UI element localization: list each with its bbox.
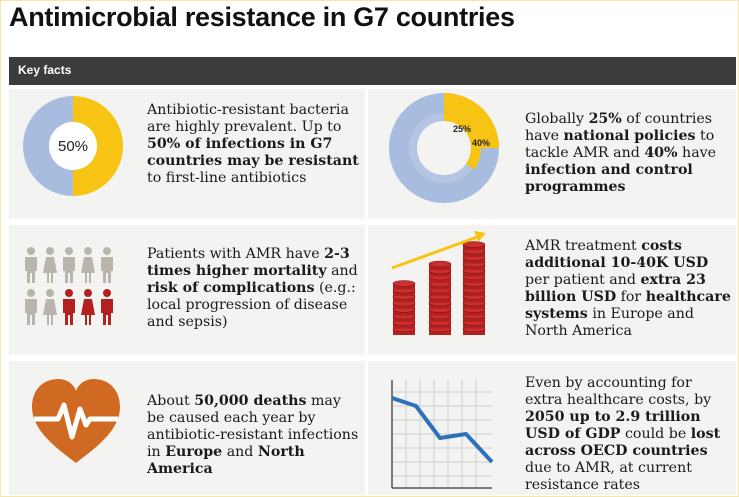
fact-text-part: for: [616, 289, 646, 305]
fact-highlight: 25%: [588, 111, 622, 127]
fact-highlight: infection and control programmes: [525, 162, 693, 195]
fact-text-part: Even by accounting for extra healthcare …: [525, 375, 712, 408]
heart-pulse-icon: [32, 379, 120, 463]
people-icon: [25, 247, 113, 325]
fact-text-part: AMR treatment: [525, 238, 642, 254]
person-figure: [81, 289, 95, 325]
fact-highlight: healthcare systems: [525, 289, 731, 322]
double-donut-icon: 25% 40%: [389, 93, 499, 203]
programmes-percent-label: 40%: [472, 138, 490, 148]
person-figure: [43, 289, 57, 325]
people-group: [25, 247, 113, 325]
fact-text-part: may be caused each year by antibiotic-re…: [147, 393, 359, 460]
fact-text-part: could be: [620, 426, 691, 442]
fact-text-part: and: [222, 444, 258, 460]
fact-highlight: national policies: [563, 128, 696, 144]
fact-text-part: have: [677, 145, 717, 161]
fact-text-part: Antibiotic-resistant bacteria are highly…: [147, 102, 349, 135]
fact-text-part: Globally: [525, 111, 589, 127]
fact-highlight: costs additional 10-40K USD: [525, 238, 709, 271]
fact-text-costs: AMR treatment costs additional 10-40K US…: [525, 238, 733, 340]
person-figure: [101, 247, 113, 283]
coin-stacks: [392, 241, 486, 335]
fact-highlight: 2050 up to 2.9 trillion USD of GDP: [525, 409, 701, 442]
coin-top: [392, 280, 416, 287]
person-figure: [25, 289, 37, 325]
coin-top: [428, 260, 452, 268]
person-figure: [101, 289, 113, 325]
fact-highlight: Europe: [165, 444, 223, 460]
fact-text-part: in Europe and North America: [525, 306, 694, 339]
fact-text-part: Patients with AMR have: [147, 246, 325, 262]
fact-highlight: extra 23 billion USD: [525, 272, 706, 305]
fact-text-part: due to AMR, at current resistance rates: [525, 460, 692, 493]
coin-stacks-rising-icon: [391, 231, 486, 335]
fact-text-mortality: Patients with AMR have 2-3 times higher …: [147, 246, 359, 331]
fact-text-part: of countries have: [525, 111, 713, 144]
donut-label: 50%: [58, 138, 88, 155]
fact-highlight: 2-3 times higher mortality: [147, 246, 350, 279]
fact-highlight: risk of complications: [147, 280, 315, 296]
fact-card-gdp: [368, 361, 736, 495]
fact-text-part: and: [326, 263, 358, 279]
key-facts-bar: Key facts: [9, 57, 736, 85]
fact-text-part: About: [147, 393, 195, 409]
policies-percent-label: 25%: [453, 124, 471, 134]
person-figure: [81, 247, 95, 283]
person-figure: [25, 247, 37, 283]
key-facts-label: Key facts: [18, 63, 72, 77]
fact-text-prevalence: Antibiotic-resistant bacteria are highly…: [147, 102, 359, 187]
page-title: Antimicrobial resistance in G7 countries: [9, 2, 515, 32]
fact-highlight: lost across OECD countries: [525, 426, 721, 459]
fact-highlight: North America: [147, 444, 305, 477]
fact-text-part: (e.g.: local progression of disease and …: [147, 280, 356, 330]
fact-highlight: 50,000 deaths: [194, 393, 307, 409]
fact-text-part: to first-line antibiotics: [147, 170, 307, 186]
fact-text-part: per patient and: [525, 272, 641, 288]
donut-50-percent-icon: 50%: [23, 96, 123, 196]
fact-highlight: 40%: [644, 145, 678, 161]
person-figure: [63, 289, 75, 325]
fact-text-gdp: Even by accounting for extra healthcare …: [525, 375, 733, 494]
fact-highlight: 50% of infections in G7 countries may be…: [147, 136, 359, 169]
person-figure: [63, 247, 75, 283]
declining-line-chart-icon: [391, 380, 494, 489]
fact-text-deaths: About 50,000 deaths may be caused each y…: [147, 393, 359, 478]
person-figure: [43, 247, 57, 283]
fact-text-policies: Globally 25% of countries have national …: [525, 111, 731, 196]
fact-text-part: to tackle AMR and: [525, 128, 715, 161]
coin-top: [462, 241, 486, 248]
